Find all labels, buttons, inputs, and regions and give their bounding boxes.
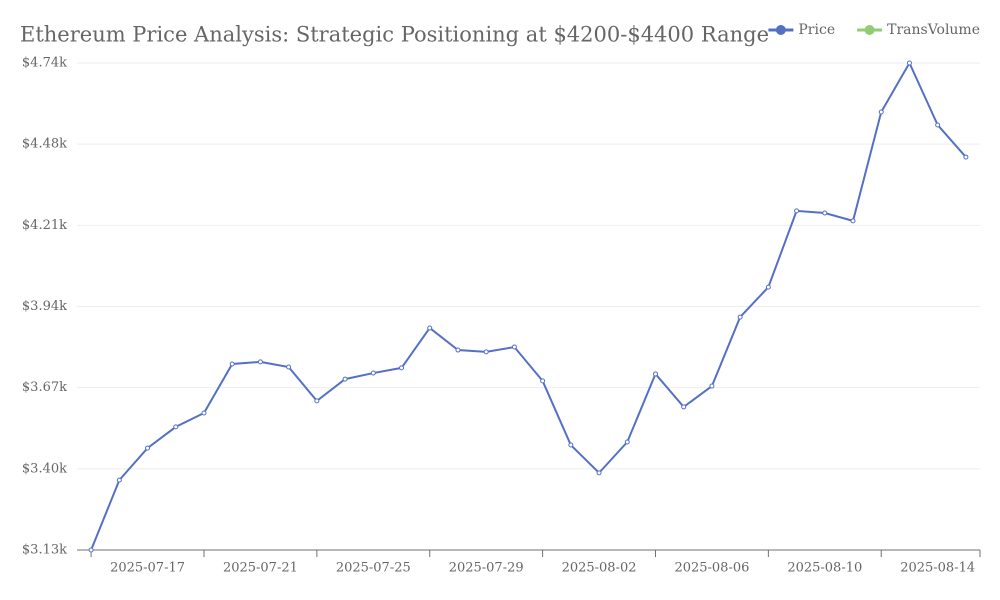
point	[257, 359, 263, 365]
y-tick-label: $3.13k	[22, 543, 67, 558]
point	[229, 361, 235, 367]
point	[427, 325, 433, 331]
point	[173, 424, 179, 430]
legend-label: Price	[798, 22, 835, 38]
point	[540, 378, 546, 384]
point	[681, 404, 687, 410]
line	[90, 60, 967, 551]
point	[201, 410, 207, 416]
x-tick-label: 2025-07-21	[223, 561, 298, 576]
y-tick-label: $4.74k	[22, 56, 67, 71]
point	[963, 154, 969, 160]
point	[906, 60, 912, 66]
point	[145, 445, 151, 451]
point	[596, 470, 602, 476]
x-tick-label: 2025-08-10	[787, 561, 862, 576]
point	[399, 365, 405, 371]
point	[935, 122, 941, 128]
point	[765, 284, 771, 290]
chart-title: Ethereum Price Analysis: Strategic Posit…	[20, 23, 769, 47]
point	[568, 442, 574, 448]
x-tick-label: 2025-08-14	[900, 561, 975, 576]
point	[455, 347, 461, 353]
point	[511, 344, 517, 350]
point	[878, 109, 884, 115]
x-tick-label: 2025-07-25	[336, 561, 411, 576]
x-tick-label: 2025-08-02	[562, 561, 637, 576]
x-tick-label: 2025-07-17	[110, 561, 185, 576]
legend-marker	[775, 25, 786, 35]
x-tick-label: 2025-07-29	[449, 561, 524, 576]
point	[794, 208, 800, 214]
point	[314, 398, 320, 404]
point	[652, 371, 658, 377]
point	[822, 210, 828, 216]
point	[116, 477, 122, 483]
y-tick-label: $4.48k	[22, 137, 67, 152]
y-tick-label: $3.67k	[22, 380, 67, 395]
y-tick-label: $3.40k	[22, 461, 67, 476]
point	[737, 314, 743, 320]
point	[624, 439, 630, 445]
point	[342, 376, 348, 382]
point	[850, 218, 856, 224]
point	[88, 547, 94, 553]
point	[709, 383, 715, 389]
y-tick-label: $4.21k	[22, 218, 67, 233]
legend-marker	[864, 25, 875, 35]
legend-label: TransVolume	[887, 22, 980, 38]
x-tick-label: 2025-08-06	[674, 561, 749, 576]
point	[370, 370, 376, 376]
point	[286, 364, 292, 370]
y-tick-label: $3.94k	[22, 299, 67, 314]
point	[483, 349, 489, 355]
